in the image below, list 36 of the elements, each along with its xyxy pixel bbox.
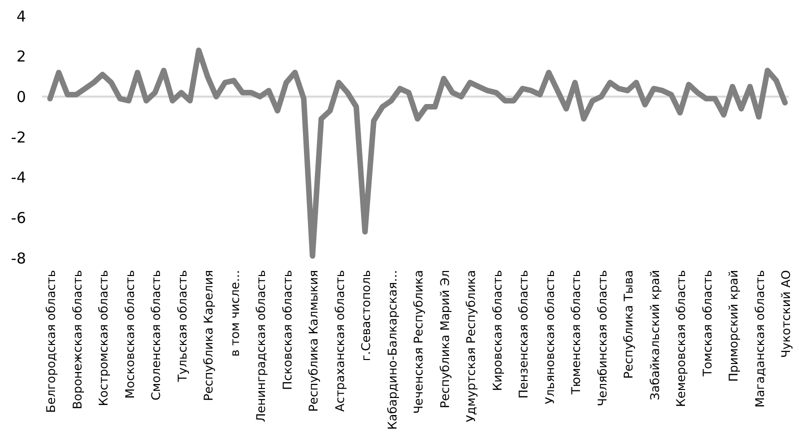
x-tick-label: Кабардино-Балкарская… [385,270,400,430]
x-tick-label: Кемеровская область [674,270,688,408]
x-tick-label: Тюменская область [569,270,583,396]
x-tick-label: Псковская область [280,270,294,390]
x-tick-label: Республика Калмыкия [306,270,320,412]
x-tick-label: Московская область [122,270,137,399]
x-tick-label: Чеченская Республика [412,270,426,414]
y-tick-label: 0 [16,88,26,106]
x-tick-label: Чукотский АО [779,270,793,358]
x-tick-label: Кировская область [490,270,504,392]
x-tick-label: Тульская область [175,270,190,383]
x-tick-label: Челябинская область [595,270,610,406]
x-tick-label: Забайкальский край [648,270,662,400]
x-tick-label: Смоленская область [149,270,163,400]
x-tick-label: Белгородская область [44,270,58,413]
x-tick-label: Астраханская область [332,270,347,412]
x-tick-label: Республика Марий Эл [438,270,452,408]
x-tick-label: Приморский край [726,270,740,382]
y-tick-label: -4 [11,168,26,187]
x-tick-label: Республика Тыва [622,270,636,379]
x-tick-label: в том числе… [228,270,242,357]
y-tick-label: -8 [11,249,26,268]
x-tick-label: г.Севастополь [359,270,373,362]
x-tick-label: Пензенская область [516,270,530,399]
y-tick-label: -2 [11,128,26,146]
x-tick-label: Удмуртская Республика [464,270,478,422]
y-tick-label: 2 [16,48,26,66]
x-tick-label: Ульяновская область [542,270,557,404]
x-tick-label: Ленинградская область [254,270,268,422]
x-tick-label: Воронежская область [70,270,84,410]
x-tick-label: Томская область [700,270,714,378]
y-tick-label: -6 [11,208,26,227]
x-tick-label: Республика Карелия [202,270,216,402]
x-tick-label: Костромская область [96,270,110,406]
y-tick-label: 4 [16,7,26,26]
x-tick-label: Магаданская область [752,270,767,408]
